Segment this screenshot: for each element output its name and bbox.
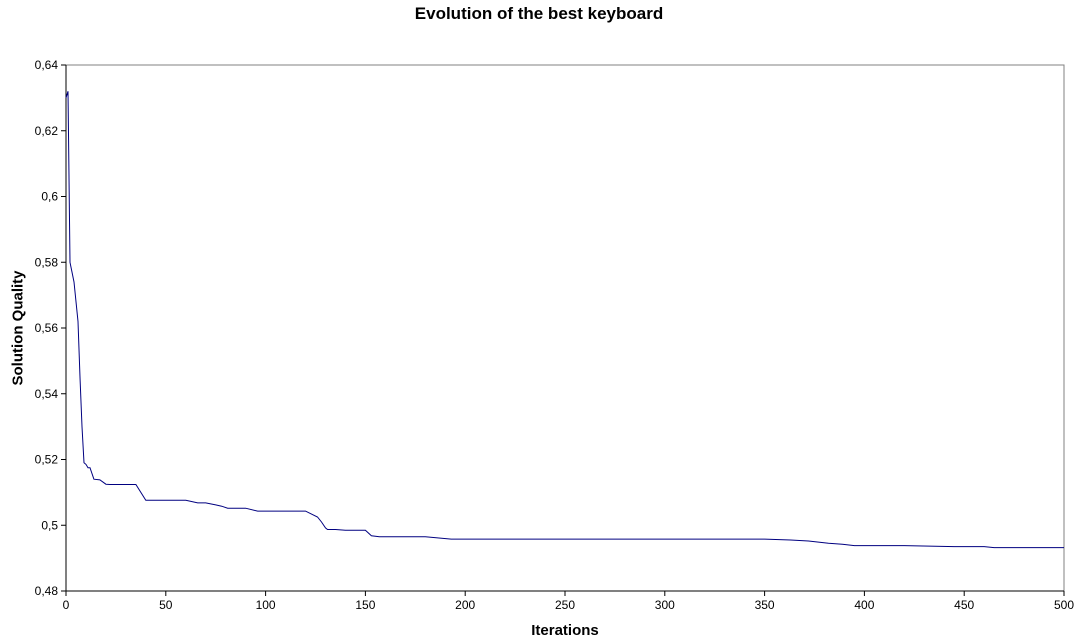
y-tick-label: 0,5 (41, 518, 58, 532)
series-line (65, 91, 1064, 549)
y-tick-label: 0,54 (35, 387, 59, 401)
y-axis-label: Solution Quality (9, 270, 27, 386)
y-tick-label: 0,58 (35, 255, 59, 269)
x-tick-label: 50 (159, 598, 173, 612)
x-tick-label: 450 (954, 598, 974, 612)
x-tick-label: 0 (63, 598, 70, 612)
y-tick-label: 0,52 (35, 453, 59, 467)
y-tick-label: 0,64 (35, 58, 59, 72)
chart-title: Evolution of the best keyboard (414, 4, 664, 23)
x-tick-label: 250 (555, 598, 575, 612)
x-tick-label: 150 (355, 598, 375, 612)
y-tick-label: 0,6 (41, 190, 58, 204)
plot-frame (65, 64, 1065, 592)
x-tick-label: 400 (854, 598, 874, 612)
x-axis: 0 50 100 150 200 250 300 350 400 450 500 (63, 590, 1074, 612)
x-tick-label: 350 (755, 598, 775, 612)
y-axis: 0,48 0,5 0,52 0,54 0,56 0,58 0,6 0,62 0,64 (35, 58, 67, 598)
series-layer (65, 91, 1064, 549)
y-tick-label: 0,62 (35, 124, 59, 138)
x-tick-label: 300 (655, 598, 675, 612)
x-tick-label: 100 (256, 598, 276, 612)
x-tick-label: 200 (455, 598, 475, 612)
y-tick-label: 0,56 (35, 321, 59, 335)
x-axis-label: Iterations (531, 622, 599, 639)
y-tick-label: 0,48 (35, 584, 59, 598)
x-tick-label: 500 (1054, 598, 1074, 612)
